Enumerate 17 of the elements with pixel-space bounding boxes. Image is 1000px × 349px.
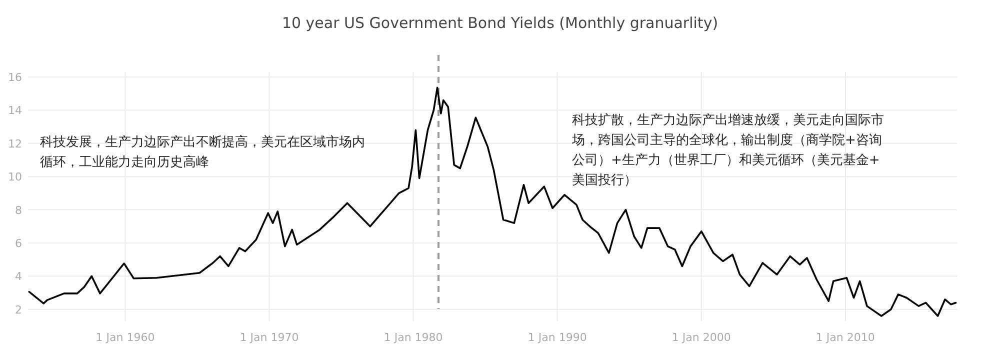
xtick: 1 Jan 1980	[384, 331, 443, 344]
annotation: 科技扩散，生产力边际产出增速放缓，美元走向国际市场，跨国公司主导的全球化，输出制度（商学院+咨询公司）+生产力（世界工厂）和美元循环（美元基金+美国投行）	[572, 113, 884, 188]
ytick: 8	[15, 204, 22, 217]
annotation: 科技发展，生产力边际产出不断提高，美元在区域市场内循环，工业能力走向历史高峰	[40, 135, 365, 170]
ytick: 6	[15, 236, 22, 250]
xtick: 1 Jan 1960	[96, 331, 155, 344]
ytick: 12	[8, 137, 22, 150]
ytick: 10	[8, 170, 22, 184]
ytick: 4	[15, 270, 22, 284]
title: 10 year US Government Bond Yields (Monthly granuarlity)	[282, 14, 718, 32]
ytick: 2	[15, 303, 22, 316]
xtick: 1 Jan 1970	[240, 331, 299, 344]
xtick: 1 Jan 1990	[528, 331, 587, 344]
ytick: 16	[8, 70, 22, 84]
xtick: 1 Jan 2010	[816, 331, 875, 344]
xtick: 1 Jan 2000	[672, 331, 731, 344]
ytick: 14	[8, 104, 22, 118]
